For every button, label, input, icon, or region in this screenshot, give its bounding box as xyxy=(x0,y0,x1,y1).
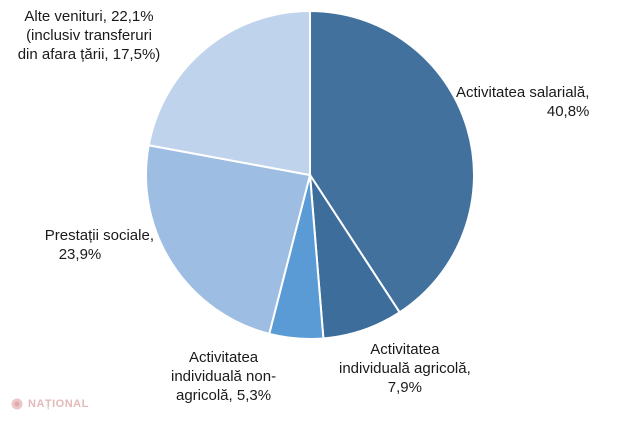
label-value: 40,8% xyxy=(546,103,590,120)
label-activitatea-agricola: Activitatea individuală agricolă, 7,9% xyxy=(339,340,471,397)
label-line: (inclusiv transferuri xyxy=(26,27,152,44)
label-activitatea-nonagricola: Activitatea individuală non- agricolă, 5… xyxy=(171,348,276,405)
label-line: Alte venituri, 22,1% xyxy=(24,8,154,25)
watermark-text: NAȚIONAL xyxy=(28,398,89,410)
label-line: individuală agricolă, xyxy=(339,360,471,377)
watermark-logo: NAȚIONAL xyxy=(10,397,89,411)
label-prestatii-sociale: Prestații sociale, 23,9% xyxy=(6,226,154,264)
label-line: Activitatea xyxy=(188,349,259,366)
label-line: Prestații sociale, xyxy=(44,227,154,244)
label-line: Activitatea salarială, xyxy=(456,84,590,101)
label-value: 7,9% xyxy=(387,379,422,396)
label-line: Activitatea xyxy=(370,341,440,358)
label-activitatea-salariala: Activitatea salarială, 40,8% xyxy=(456,83,589,121)
label-line: individuală non- xyxy=(171,368,277,385)
label-line: din afara țării, 17,5%) xyxy=(17,46,161,63)
label-value: 23,9% xyxy=(58,246,102,263)
pie-slice-5 xyxy=(147,9,311,177)
label-alte-venituri: Alte venituri, 22,1% (inclusiv transferu… xyxy=(0,7,178,64)
pie-slice-4 xyxy=(144,144,312,336)
rose-icon xyxy=(11,398,23,410)
label-value: agricolă, 5,3% xyxy=(176,387,272,404)
